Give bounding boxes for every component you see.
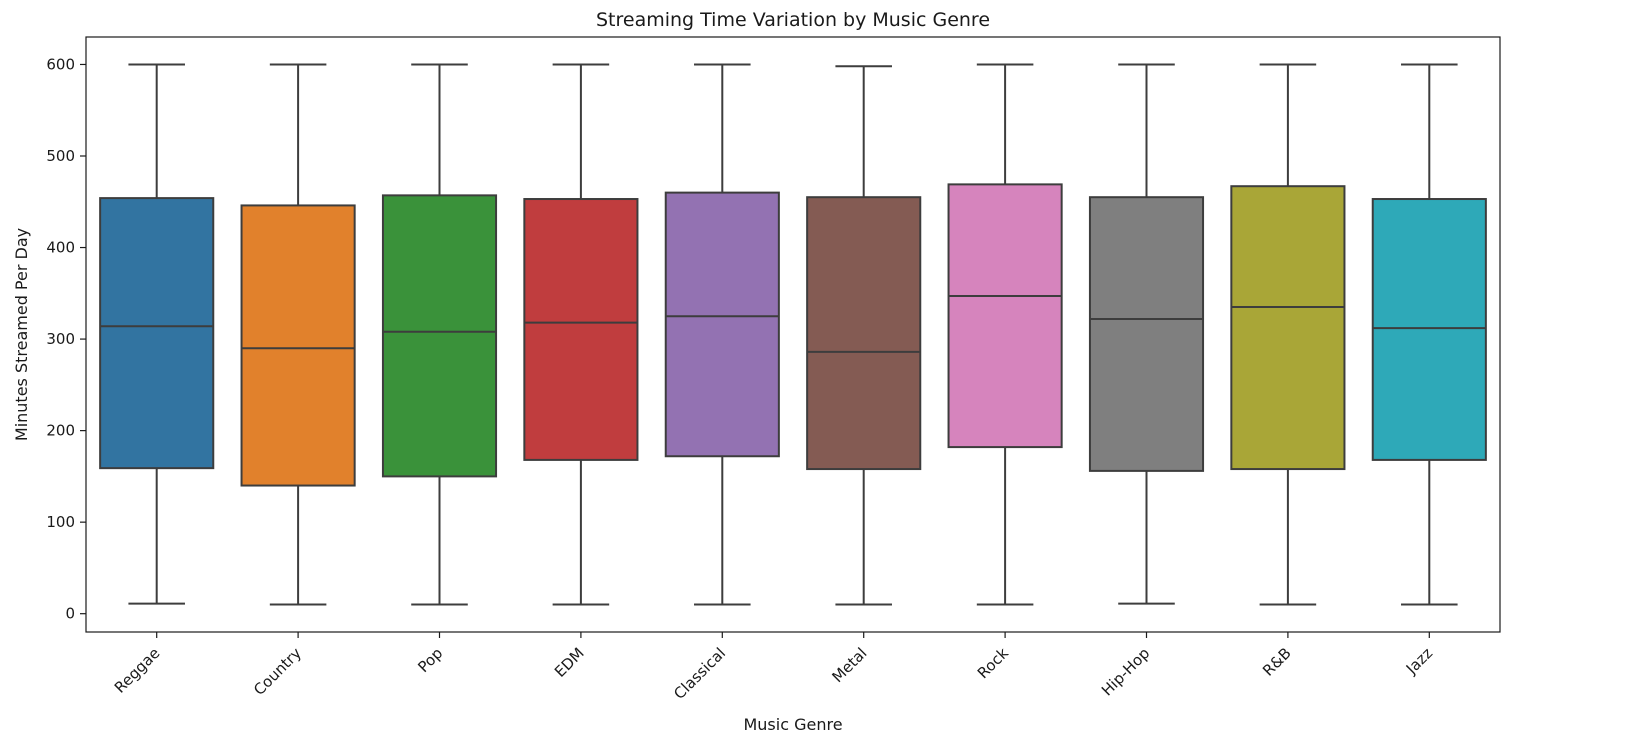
x-tick-label: Hip-Hop (1098, 644, 1153, 699)
box-group-classical (664, 63, 780, 606)
box-group-hip-hop (1088, 63, 1205, 605)
box-group-edm (523, 63, 639, 606)
y-tick-label: 500 (46, 147, 75, 165)
iqr-box (664, 191, 780, 458)
iqr-box (381, 194, 498, 478)
x-tick-label: Reggae (111, 644, 164, 697)
x-axis-label: Music Genre (743, 715, 842, 734)
x-tick-label: Metal (829, 644, 871, 686)
x-tick-label: Rock (974, 644, 1012, 682)
iqr-box (240, 204, 356, 487)
x-tick-label: Classical (670, 644, 729, 703)
x-tick-label: Jazz (1402, 644, 1436, 678)
box-group-rock (947, 63, 1063, 606)
plot-area: Reggae Country Pop EDM Classical Metal Rock Hip… (46, 36, 1501, 703)
y-tick-label: 600 (46, 55, 75, 73)
iqr-box (1230, 185, 1346, 471)
box-group-country (240, 63, 356, 606)
box-group-r-b (1230, 63, 1346, 606)
box-group-jazz (1371, 63, 1487, 606)
box-group-pop (381, 63, 498, 606)
iqr-box (1088, 196, 1205, 472)
chart-title: Streaming Time Variation by Music Genre (596, 9, 990, 31)
x-tick-label: Country (250, 644, 305, 699)
iqr-box (1371, 198, 1487, 461)
iqr-box (99, 197, 215, 470)
y-axis-label: Minutes Streamed Per Day (12, 228, 31, 441)
plot-frame (85, 36, 1501, 633)
box-group-reggae (99, 63, 215, 605)
y-tick-label: 100 (46, 513, 75, 531)
y-tick-label: 200 (46, 422, 75, 440)
x-tick-label: Pop (414, 644, 446, 676)
y-tick-label: 400 (46, 239, 75, 257)
iqr-box (806, 196, 922, 471)
iqr-box (523, 198, 639, 461)
x-tick-label: EDM (551, 644, 588, 681)
x-tick-label: R&B (1259, 644, 1295, 680)
y-tick-label: 300 (46, 330, 75, 348)
y-tick-label: 0 (65, 605, 75, 623)
box-group-metal (806, 65, 922, 606)
iqr-box (947, 183, 1063, 449)
